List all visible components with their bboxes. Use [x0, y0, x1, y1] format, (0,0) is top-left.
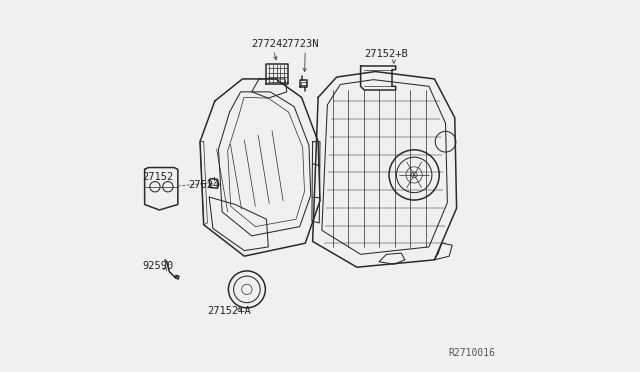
Text: 27152+A: 27152+A [207, 306, 252, 316]
Text: 92590: 92590 [142, 261, 173, 271]
Text: 27152+B: 27152+B [365, 49, 408, 59]
Text: 27723N: 27723N [281, 39, 319, 49]
Text: R2710016: R2710016 [449, 348, 495, 358]
Text: 27152: 27152 [142, 172, 173, 182]
Text: 27724: 27724 [251, 39, 282, 49]
Text: 27624: 27624 [188, 180, 220, 190]
